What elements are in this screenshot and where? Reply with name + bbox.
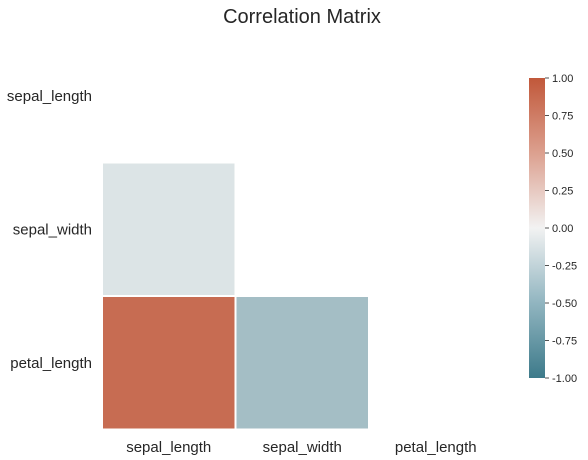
- colorbar-tick-label: 0.00: [552, 223, 573, 235]
- colorbar-tick-label: -0.25: [552, 261, 577, 273]
- x-tick-label-sepal_width: sepal_width: [263, 439, 342, 456]
- y-tick-label-petal_length: petal_length: [10, 355, 92, 372]
- chart-title: Correlation Matrix: [223, 6, 381, 28]
- y-tick-label-sepal_length: sepal_length: [7, 88, 92, 105]
- y-tick-labels: sepal_length sepal_width petal_length: [7, 88, 92, 372]
- colorbar-tick-label: 1.00: [552, 73, 573, 85]
- heatmap-cells: [103, 163, 368, 429]
- colorbar-tick-label: 0.25: [552, 186, 573, 198]
- x-tick-label-petal_length: petal_length: [395, 439, 477, 456]
- x-tick-label-sepal_length: sepal_length: [126, 439, 211, 456]
- colorbar: [529, 78, 545, 378]
- colorbar-tick-label: 0.50: [552, 148, 573, 160]
- heatmap-cell-petal_length-sepal_width: [236, 297, 368, 429]
- colorbar-tick-label: 0.75: [552, 111, 573, 123]
- heatmap-cell-petal_length-sepal_length: [103, 297, 235, 429]
- y-tick-label-sepal_width: sepal_width: [13, 221, 92, 238]
- colorbar-ticks: 1.00 0.75 0.50 0.25 0.00 -0.25 -0.50 -0.75 -1.00: [545, 73, 577, 385]
- colorbar-tick-label: -1.00: [552, 373, 577, 385]
- colorbar-tick-label: -0.75: [552, 336, 577, 348]
- colorbar-tick-label: -0.50: [552, 298, 577, 310]
- heatmap-cell-sepal_width-sepal_length: [103, 163, 235, 295]
- x-tick-labels: sepal_length sepal_width petal_length: [126, 439, 476, 456]
